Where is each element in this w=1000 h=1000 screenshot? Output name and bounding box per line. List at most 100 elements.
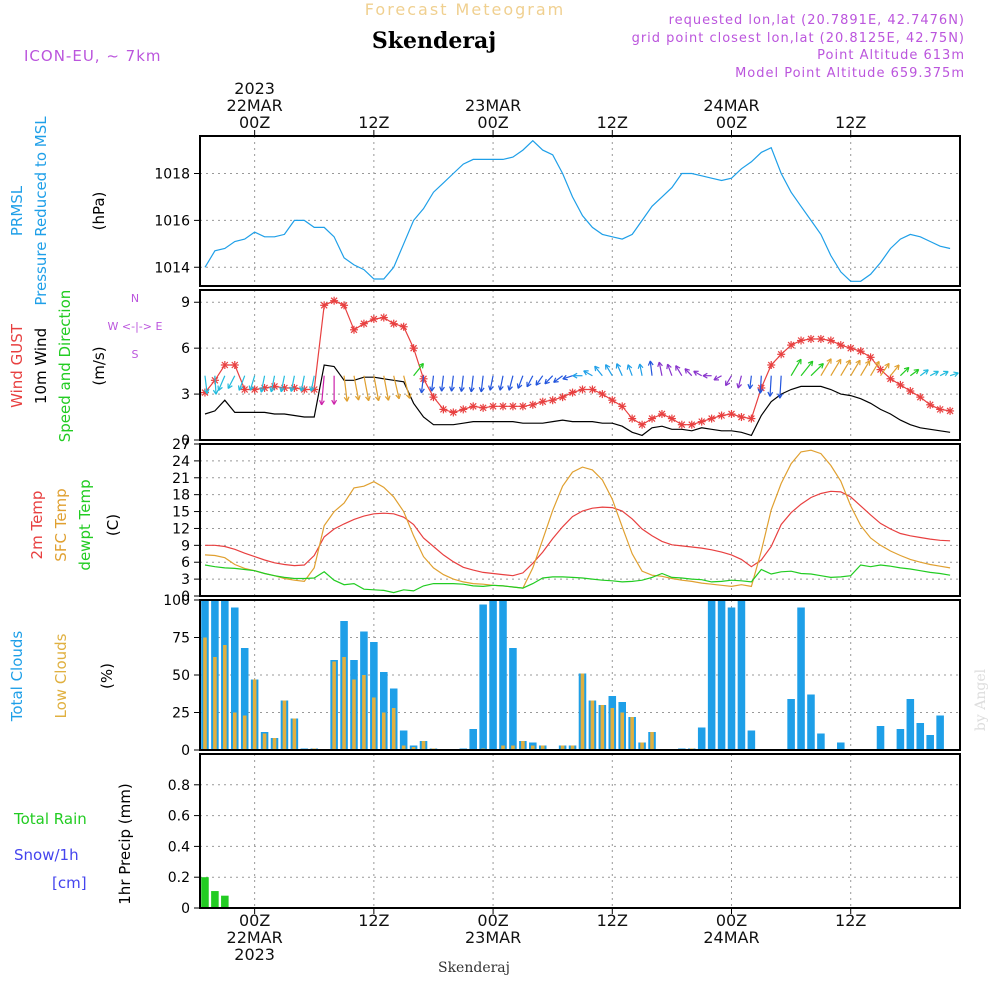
y-tick-label: 100: [163, 593, 190, 609]
marker-stroke: [251, 386, 259, 393]
gust-point-marker: [518, 402, 527, 411]
gridpoint-coords: grid point closest lon,lat (20.8125E, 42…: [632, 31, 965, 46]
low-clouds-bar: [421, 741, 426, 750]
marker-stroke: [747, 415, 755, 422]
arrow-head: [215, 389, 219, 395]
wind-vector-arrow: [299, 375, 305, 392]
arrow-shaft: [393, 375, 400, 399]
marker-stroke: [579, 386, 586, 393]
low-clouds-bar: [570, 745, 575, 750]
arrow-head: [319, 400, 323, 406]
arrow-head: [227, 385, 233, 390]
wind-vector-arrow: [373, 375, 381, 402]
arrow-shaft: [909, 369, 920, 377]
wind-vector-arrow: [248, 375, 256, 391]
arrow-shaft: [749, 375, 752, 389]
gust-point-marker: [836, 341, 845, 350]
marker-stroke: [529, 401, 537, 409]
arrow-head: [811, 361, 814, 367]
gust-point-marker: [697, 417, 706, 426]
arrow-head: [737, 384, 743, 389]
temp-2m-label: 2m Temp: [28, 491, 46, 560]
wind-vector-arrow: [919, 369, 929, 377]
pressure-label-short: PRMSL: [8, 185, 26, 236]
arrow-head: [944, 371, 949, 376]
marker-stroke: [439, 405, 447, 413]
y-tick-label: 1014: [154, 260, 190, 276]
marker-stroke: [738, 413, 745, 421]
wind-vector-arrow: [227, 375, 236, 390]
time-label-top: 22MAR: [227, 96, 283, 115]
marker-stroke: [479, 404, 487, 412]
time-label-bottom: 24MAR: [703, 928, 759, 947]
time-label-bottom: 12Z: [835, 911, 866, 930]
arrow-head: [460, 387, 465, 392]
low-clouds-bar: [620, 712, 625, 750]
gust-point-marker: [389, 319, 398, 328]
low-clouds-bar: [332, 661, 336, 750]
arrow-shaft: [544, 375, 554, 385]
total-clouds-bar: [916, 723, 925, 750]
arrow-head: [409, 393, 412, 399]
gust-point-marker: [677, 420, 686, 429]
time-label-bottom: 22MAR: [227, 928, 283, 947]
panel-frame: [199, 289, 961, 441]
arrow-shaft: [684, 368, 693, 377]
arrow-head: [925, 369, 929, 375]
arrow-head: [517, 384, 523, 389]
arrow-head: [470, 387, 475, 393]
arrow-head: [658, 361, 663, 367]
wind-direction-label: Speed and Direction: [56, 290, 74, 443]
marker-stroke: [718, 412, 725, 419]
arrow-head: [280, 387, 285, 393]
gust-point-marker: [667, 414, 676, 423]
arrow-shaft: [204, 375, 208, 394]
arrow-shaft: [562, 375, 573, 380]
wind-vector-arrow: [790, 358, 802, 377]
marker-stroke: [916, 393, 924, 401]
total-clouds-bar: [380, 672, 388, 750]
wind-vector-arrow: [363, 375, 371, 402]
arrow-head: [499, 386, 504, 391]
arrow-shaft: [779, 375, 782, 399]
gust-point-marker: [230, 361, 239, 369]
arrow-head: [767, 391, 771, 397]
arrow-head: [887, 363, 890, 369]
arrow-head: [913, 368, 919, 371]
arrow-head: [572, 372, 578, 377]
y-tick-label: 12: [172, 521, 190, 537]
arrow-head: [807, 360, 813, 364]
arrow-shaft: [666, 363, 673, 376]
time-label-bottom: 00Z: [239, 911, 270, 930]
arrow-shaft: [820, 358, 832, 377]
total-clouds-bar: [499, 600, 507, 750]
time-label-top: 12Z: [597, 113, 628, 132]
compass-north: N: [131, 292, 139, 305]
gust-point-marker: [787, 341, 796, 350]
arrow-shaft: [260, 375, 266, 393]
marker-stroke: [827, 337, 835, 344]
marker-stroke: [728, 410, 735, 418]
total-clouds-bar: [727, 607, 736, 750]
marker-stroke: [926, 401, 934, 409]
marker-stroke: [330, 297, 338, 305]
low-clouds-bar: [560, 745, 565, 750]
arrow-head: [626, 364, 629, 370]
marker-stroke: [638, 421, 646, 429]
gust-point-marker: [886, 374, 895, 383]
dewpt-label: dewpt Temp: [76, 479, 94, 570]
gust-point-marker: [727, 409, 736, 418]
wind-vector-arrow: [259, 375, 266, 393]
gust-point-marker: [846, 344, 855, 353]
arrow-head: [749, 384, 754, 390]
arrow-shaft: [440, 375, 444, 392]
y-tick-label: 6: [181, 555, 190, 571]
gust-point-marker: [747, 414, 756, 423]
arrow-shaft: [517, 375, 524, 389]
wind-vector-arrow: [343, 375, 350, 402]
rain-label: Total Rain: [13, 810, 87, 828]
marker-stroke: [867, 353, 875, 361]
rain-bar: [201, 877, 209, 908]
marker-stroke: [847, 344, 855, 352]
arrow-head: [480, 387, 485, 393]
